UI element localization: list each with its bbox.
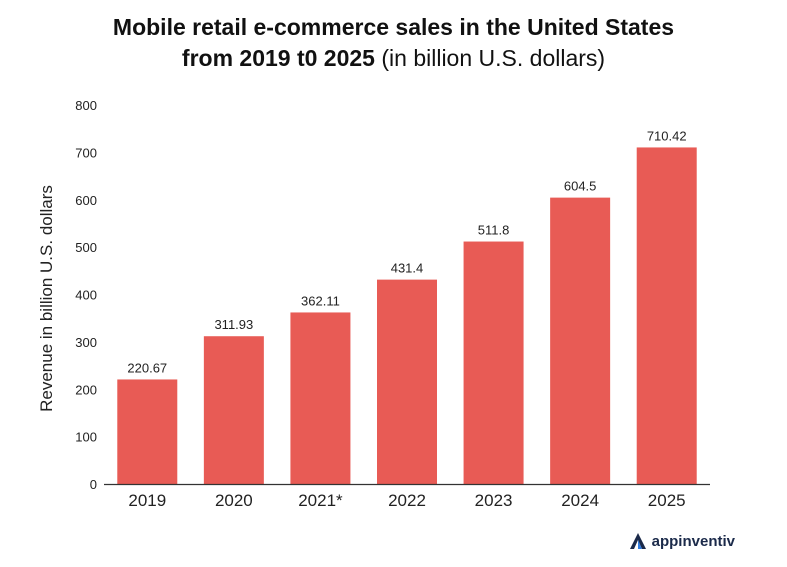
brand-logo: appinventiv: [628, 531, 735, 551]
y-tick-label: 400: [75, 288, 97, 303]
y-tick-label: 300: [75, 335, 97, 350]
bar-2022: [377, 279, 437, 484]
bar-2023: [463, 241, 524, 484]
x-tick-label: 2024: [561, 491, 599, 510]
data-label: 431.4: [391, 261, 424, 276]
y-tick-label: 700: [75, 145, 97, 160]
chart-title: Mobile retail e-commerce sales in the Un…: [0, 12, 787, 74]
x-tick-label: 2022: [388, 491, 426, 510]
data-label: 220.67: [127, 360, 167, 375]
data-label: 311.93: [214, 317, 253, 332]
chart-title-line-1: Mobile retail e-commerce sales in the Un…: [112, 14, 675, 40]
y-tick-label: 100: [75, 430, 97, 445]
bar-2024: [550, 197, 611, 485]
bar-2025: [636, 147, 697, 484]
data-label: 511.8: [478, 223, 510, 238]
chart-title-years: from 2019 t0 2025: [181, 45, 375, 71]
chart-title-units: (in billion U.S. dollars): [381, 45, 606, 71]
data-label: 604.5: [564, 179, 597, 194]
y-tick-label: 500: [75, 240, 97, 255]
x-tick-label: 2023: [475, 491, 513, 510]
y-tick-label: 800: [75, 98, 97, 113]
y-tick-label: 600: [75, 193, 97, 208]
x-tick-label: 2019: [128, 491, 166, 510]
chart-title-line-2: from 2019 t0 2025 (in billion U.S. dolla…: [0, 43, 787, 74]
appinventiv-logo-icon: [628, 531, 648, 551]
x-tick-label: 2020: [215, 491, 253, 510]
y-tick-label: 0: [90, 477, 97, 492]
y-tick-label: 200: [75, 382, 97, 397]
y-axis-label: Revenue in billion U.S. dollars: [37, 185, 56, 412]
bar-2019: [117, 379, 178, 484]
brand-name: appinventiv: [651, 532, 735, 550]
bar-2021: [290, 312, 351, 484]
bar-2020: [203, 336, 264, 484]
x-tick-label: 2021*: [298, 491, 343, 510]
data-label: 710.42: [647, 128, 687, 143]
data-label: 362.11: [301, 293, 340, 308]
x-tick-label: 2025: [648, 491, 686, 510]
